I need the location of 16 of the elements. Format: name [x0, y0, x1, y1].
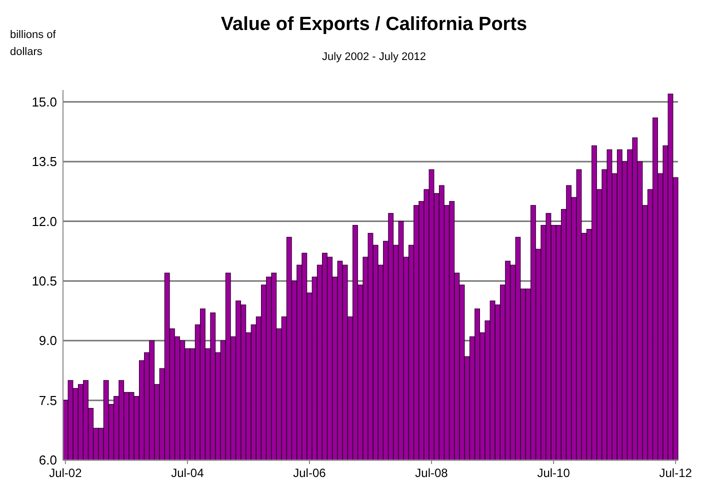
- x-tick-label: Jul-12: [659, 466, 692, 480]
- y-tick-label: 13.5: [32, 154, 57, 170]
- x-tick-label: Jul-06: [293, 466, 326, 480]
- y-tick-label: 7.5: [38, 392, 57, 408]
- y-tick-label: 6.0: [38, 452, 57, 468]
- x-tick-label: Jul-02: [49, 466, 82, 480]
- y-tick-label: 9.0: [38, 333, 57, 348]
- y-tick-label: 15.0: [32, 94, 57, 110]
- y-tick-label: 12.0: [32, 214, 57, 229]
- y-axis-title: billions of dollars: [10, 29, 57, 58]
- x-tick-label: Jul-10: [537, 466, 570, 480]
- chart-title: Value of Exports / California Ports: [220, 14, 528, 35]
- y-tick-label: 10.5: [32, 274, 57, 289]
- x-tick-label: Jul-08: [415, 466, 448, 480]
- chart-subtitle: July 2002 - July 2012: [322, 51, 426, 63]
- x-tick-label: Jul-04: [171, 466, 204, 480]
